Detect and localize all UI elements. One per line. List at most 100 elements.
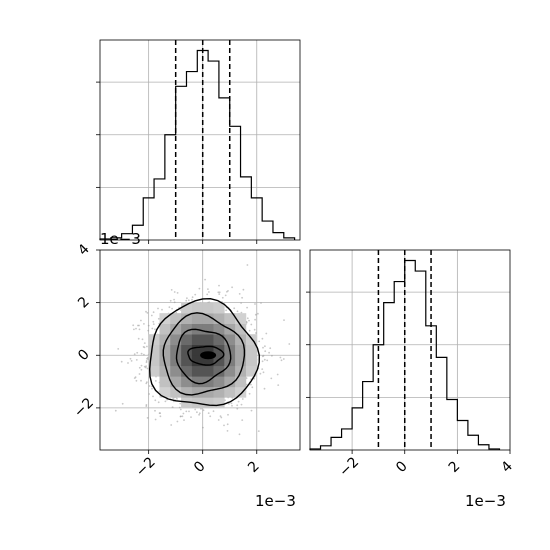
sample-point: [146, 345, 148, 348]
sample-point: [212, 410, 215, 413]
contour-level: [148, 297, 261, 407]
histogram-step: [99, 49, 296, 240]
sample-point: [188, 456, 190, 458]
sample-point: [238, 433, 241, 436]
density-cell: [245, 365, 258, 377]
density-cell: [159, 355, 171, 367]
density-cell: [191, 344, 204, 356]
sample-point: [263, 387, 266, 390]
sample-point: [154, 418, 157, 421]
sample-point: [206, 293, 209, 296]
sample-point: [176, 292, 179, 294]
density-cell: [202, 365, 214, 377]
sample-point: [246, 317, 249, 320]
sample-point: [161, 308, 163, 311]
sample-point: [253, 328, 256, 331]
density-cell: [245, 344, 258, 356]
density-cell: [213, 355, 225, 367]
sample-point: [127, 362, 129, 364]
sample-point: [130, 360, 133, 362]
sample-point: [258, 340, 261, 343]
sample-point: [179, 415, 182, 418]
sample-point: [240, 311, 243, 314]
sample-point: [198, 413, 201, 416]
sample-point: [173, 301, 176, 304]
sample-point: [150, 314, 153, 317]
sample-point: [241, 296, 244, 299]
sample-point: [173, 298, 176, 301]
density-cell: [213, 313, 225, 324]
sample-point: [254, 318, 256, 321]
y-tick-label: −2: [71, 395, 97, 421]
density-cell: [181, 313, 193, 324]
sample-point: [179, 402, 182, 405]
sample-point: [198, 287, 201, 290]
sample-point: [283, 319, 285, 321]
x-tick-label: 2: [245, 458, 263, 476]
sample-point: [152, 311, 155, 314]
sample-point: [255, 332, 257, 334]
sample-point: [246, 306, 249, 309]
density-cell: [181, 397, 193, 409]
y-tick-label: 2: [75, 294, 93, 312]
sample-point: [218, 293, 221, 295]
sample-point: [217, 291, 220, 294]
density-cell: [245, 334, 258, 346]
density-cell: [159, 376, 171, 388]
sample-point: [154, 380, 157, 382]
sample-point: [250, 409, 253, 412]
sample-point: [248, 392, 251, 395]
sample-point: [269, 347, 272, 350]
sample-point: [117, 348, 120, 350]
sample-point: [248, 319, 250, 322]
axes-frame: [309, 249, 511, 451]
density-cell: [202, 386, 214, 398]
sample-point: [277, 384, 280, 386]
histogram-y-panel: −2 0 2 4: [306, 249, 516, 480]
sample-point: [157, 307, 159, 310]
sample-point: [140, 379, 142, 382]
density-cell: [224, 386, 236, 398]
density-cell: [202, 334, 214, 346]
sample-point: [242, 288, 245, 291]
sample-point: [254, 313, 257, 316]
density-cell: [170, 323, 182, 335]
sample-point: [266, 359, 269, 362]
sample-point: [169, 299, 172, 302]
sample-point: [143, 365, 146, 368]
sample-point: [141, 338, 144, 341]
axes-frame: [99, 249, 301, 451]
sample-point: [185, 299, 188, 302]
sample-point: [236, 407, 239, 410]
sample-point: [224, 294, 227, 297]
density-cell: [148, 344, 160, 356]
right-x-scale-label: 1e−3: [465, 492, 506, 510]
sample-point: [221, 296, 224, 299]
sample-point: [152, 395, 154, 398]
sample-point: [146, 417, 149, 419]
sample-point: [262, 354, 265, 357]
sample-point: [145, 382, 148, 385]
sample-point: [157, 401, 160, 404]
sample-point: [143, 323, 145, 325]
density-cell: [213, 397, 225, 409]
sample-point: [276, 373, 279, 376]
sample-point: [154, 328, 156, 331]
sample-point: [143, 342, 146, 344]
x-tick-label: 0: [191, 458, 209, 476]
sample-point: [262, 346, 264, 349]
sample-point: [133, 328, 135, 331]
density-cell: [224, 365, 236, 377]
contour-level: [162, 312, 246, 396]
sample-point: [246, 264, 249, 266]
sample-point: [168, 306, 171, 309]
sample-point: [218, 284, 220, 287]
density-cell: [181, 334, 193, 346]
sample-point: [257, 312, 259, 315]
sample-point: [164, 400, 167, 403]
sample-point: [121, 402, 124, 405]
sample-point: [138, 366, 141, 369]
sample-point: [191, 298, 193, 301]
sample-point: [233, 307, 236, 310]
